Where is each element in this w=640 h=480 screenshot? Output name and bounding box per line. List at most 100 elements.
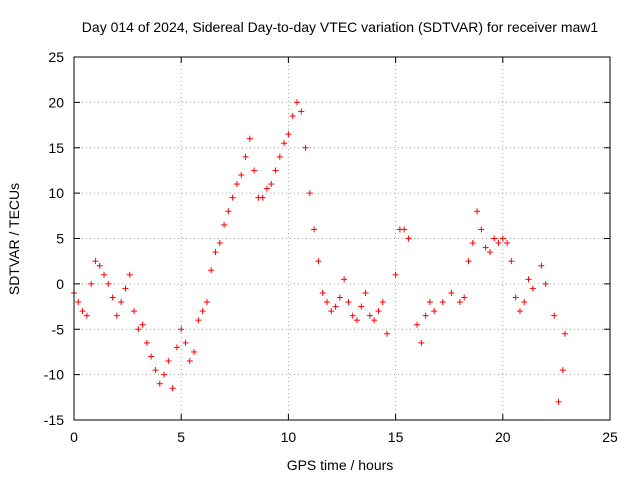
data-point: [199, 308, 206, 315]
x-tick-label: 20: [495, 429, 511, 445]
data-point: [173, 344, 180, 351]
data-point: [208, 267, 215, 274]
data-point: [306, 190, 313, 197]
data-point: [225, 208, 232, 215]
data-point: [529, 285, 536, 292]
data-point: [323, 299, 330, 306]
data-point: [96, 262, 103, 269]
data-point: [281, 140, 288, 147]
data-point: [178, 326, 185, 333]
data-point: [354, 317, 361, 324]
data-point: [495, 240, 502, 247]
data-point: [414, 321, 421, 328]
data-point: [426, 299, 433, 306]
data-point: [182, 339, 189, 346]
data-point: [238, 171, 245, 178]
data-point: [358, 303, 365, 310]
data-point: [315, 258, 322, 265]
data-point: [109, 294, 116, 301]
data-point: [276, 153, 283, 160]
data-point: [272, 167, 279, 174]
data-point: [263, 185, 270, 192]
data-point: [195, 317, 202, 324]
data-point: [512, 294, 519, 301]
data-point: [161, 371, 168, 378]
data-point: [92, 258, 99, 265]
data-point: [431, 308, 438, 315]
data-point: [88, 280, 95, 287]
y-tick-label: 20: [48, 94, 64, 110]
y-tick-label: -10: [44, 367, 64, 383]
data-point: [482, 244, 489, 251]
x-axis-label: GPS time / hours: [287, 457, 394, 473]
data-point: [392, 271, 399, 278]
y-axis-label: SDTVAR / TECUs: [6, 183, 22, 295]
data-point: [478, 226, 485, 233]
data-point: [101, 271, 108, 278]
data-point: [285, 131, 292, 138]
data-point: [508, 258, 515, 265]
y-tick-label: 25: [48, 49, 64, 65]
data-point: [113, 312, 120, 319]
data-point: [186, 358, 193, 365]
data-point: [486, 249, 493, 256]
data-point: [521, 299, 528, 306]
data-point: [152, 367, 159, 374]
data-point: [561, 330, 568, 337]
data-point: [268, 181, 275, 188]
y-tick-label: 10: [48, 185, 64, 201]
data-point: [165, 358, 172, 365]
x-tick-label: 25: [602, 429, 618, 445]
data-point: [349, 312, 356, 319]
data-point: [371, 317, 378, 324]
data-point: [332, 303, 339, 310]
axis-ticks: 0 5 10 15 20 25 -15 -10 -5 0 5 10 15 20 25: [44, 49, 618, 445]
data-point: [525, 276, 532, 283]
data-point: [362, 289, 369, 296]
data-point: [118, 299, 125, 306]
data-point: [79, 308, 86, 315]
data-point: [345, 299, 352, 306]
data-point: [289, 112, 296, 119]
data-point: [105, 280, 112, 287]
data-point: [469, 240, 476, 247]
data-point: [126, 271, 133, 278]
data-point: [491, 235, 498, 242]
data-point: [499, 235, 506, 242]
data-point: [131, 308, 138, 315]
data-point: [328, 308, 335, 315]
data-point: [336, 294, 343, 301]
data-point: [242, 153, 249, 160]
data-point: [384, 330, 391, 337]
data-point: [139, 321, 146, 328]
data-point: [251, 167, 258, 174]
data-point: [418, 339, 425, 346]
data-point: [439, 299, 446, 306]
data-point: [143, 339, 150, 346]
x-tick-label: 15: [388, 429, 404, 445]
data-point: [212, 249, 219, 256]
data-points: [71, 99, 568, 405]
data-point: [135, 326, 142, 333]
y-tick-label: 5: [56, 231, 64, 247]
data-point: [538, 262, 545, 269]
data-point: [405, 235, 412, 242]
data-point: [551, 312, 558, 319]
data-point: [341, 276, 348, 283]
y-tick-label: 0: [56, 276, 64, 292]
data-point: [293, 99, 300, 106]
data-point: [422, 312, 429, 319]
data-point: [555, 398, 562, 405]
data-point: [148, 353, 155, 360]
data-point: [456, 299, 463, 306]
data-point: [75, 299, 82, 306]
data-point: [191, 348, 198, 355]
data-point: [216, 240, 223, 247]
data-point: [465, 258, 472, 265]
data-point: [366, 312, 373, 319]
y-tick-label: -5: [52, 321, 65, 337]
data-point: [298, 108, 305, 115]
data-point: [559, 367, 566, 374]
data-point: [122, 285, 129, 292]
